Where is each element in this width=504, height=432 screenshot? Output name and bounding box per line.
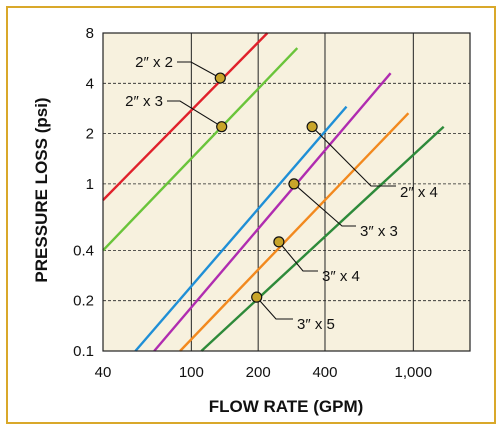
series-label: 2″ x 3 [125,93,163,110]
series-line [179,112,410,352]
y-tick-label: 2 [86,126,94,143]
series-lines [102,32,445,352]
annotation-leader [278,241,318,272]
annotation-marker [251,291,263,303]
series-line [153,72,392,352]
annotation-leader [293,183,356,227]
y-tick-labels: 0.1 0.2 0.4 1 2 4 8 [73,25,94,360]
x-tick-label: 1,000 [395,364,433,381]
series-line [200,125,445,352]
annotation-marker [216,121,228,133]
plot-background [103,33,470,351]
annotation-marker [288,178,300,190]
series-label: 2″ x 4 [400,184,438,201]
annotation-leaders [167,61,396,320]
annotation-leader [311,126,396,187]
annotation-marker [214,72,226,84]
annotation-marker [306,121,318,133]
annotation-leader [177,61,221,79]
plot-border [102,32,471,352]
series-line [102,32,269,201]
series-label: 2″ x 2 [135,54,173,71]
y-tick-label: 0.1 [73,343,94,360]
x-tick-labels: 40 100 200 400 1,000 [95,364,432,381]
x-tick-label: 100 [179,364,204,381]
x-axis-title: FLOW RATE (GPM) [209,397,364,416]
x-tick-label: 400 [312,364,337,381]
x-tick-label: 200 [246,364,271,381]
series-label: 3″ x 4 [322,268,360,285]
y-tick-label: 1 [86,176,94,193]
y-axis-title: PRESSURE LOSS (psi) [32,97,51,282]
grid [103,33,470,351]
series-label: 3″ x 5 [297,316,335,333]
series-line [102,47,299,252]
y-tick-label: 8 [86,25,94,42]
annotation-leader [167,100,222,128]
series-line [134,105,348,352]
x-tick-label: 40 [95,364,112,381]
annotation-marker [273,236,285,248]
y-tick-label: 0.2 [73,293,94,310]
series-label: 3″ x 3 [360,223,398,240]
annotation-markers [214,72,318,303]
annotation-labels: 2″ x 2 2″ x 3 2″ x 4 3″ x 3 3″ x 4 3″ x 5 [125,54,438,333]
y-tick-label: 0.4 [73,242,94,259]
y-tick-label: 4 [86,75,94,92]
annotation-leader [256,296,293,320]
